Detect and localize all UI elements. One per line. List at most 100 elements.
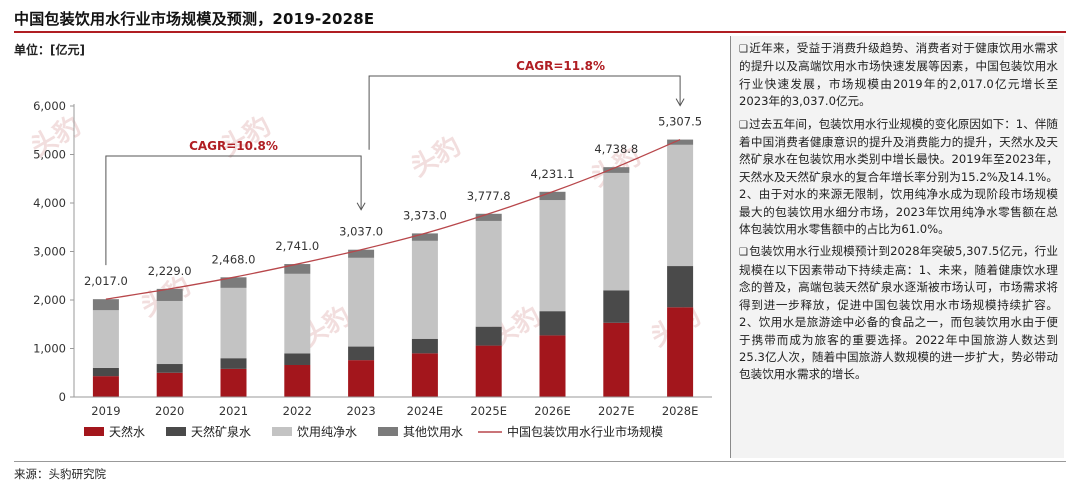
analysis-paragraph-2: ❑过去五年间，包装饮用水行业规模的变化原因如下：1、伴随着中国消费者健康意识的提… (739, 116, 1058, 237)
total-trend (105, 138, 681, 300)
y-tick-label: 1,000 (33, 342, 66, 356)
bar-natural-water (156, 372, 183, 397)
x-tick-label: 2024E (407, 404, 444, 418)
bar-natural-water (667, 307, 694, 397)
legend-natural-water-swatch (84, 427, 104, 436)
x-tick-label: 2026E (534, 404, 571, 418)
legend-other-water-swatch (378, 427, 398, 436)
cagr-bracket-2023-2028 (368, 75, 681, 150)
legend-total-market-label: 中国包装饮用水行业市场规模 (507, 424, 663, 439)
bar-natural-water (539, 335, 566, 397)
bar-natural-water (411, 353, 438, 397)
source-note: 来源：头豹研究院 (14, 467, 106, 481)
total-value-label: 2,229.0 (148, 264, 192, 278)
arrowhead-icon (356, 202, 366, 211)
total-value-label: 3,777.8 (467, 189, 511, 203)
bar-purified-water (220, 287, 247, 359)
bar-purified-water (667, 144, 694, 267)
bar-purified-water (348, 257, 375, 347)
cagr-annotations: CAGR=10.8% CAGR=11.8% (105, 59, 685, 266)
bullet-box-icon: ❑ (739, 44, 748, 55)
footer-divider (14, 461, 1066, 462)
bar-mineral-water (348, 346, 375, 361)
legend-purified-water-swatch (272, 427, 292, 436)
total-value-label: 3,373.0 (403, 208, 447, 222)
bar-purified-water (156, 300, 183, 365)
page-title: 中国包装饮用水行业市场规模及预测，2019-2028E (14, 10, 375, 28)
bullet-box-icon: ❑ (739, 119, 748, 131)
x-tick-label: 2019 (91, 404, 120, 418)
bar-mineral-water (411, 338, 438, 354)
title-divider (14, 31, 1066, 33)
analysis-paragraph-1: ❑近年来，受益于消费升级趋势、消费者对于健康饮用水需求的提升以及高端饮用水市场快… (739, 41, 1058, 109)
total-value-label: 4,738.8 (594, 142, 638, 156)
y-tick-label: 6,000 (33, 99, 66, 113)
bar-purified-water (411, 240, 438, 339)
arrowhead-icon (675, 98, 685, 107)
bar-other-water (92, 299, 119, 311)
bar-other-water (220, 277, 247, 288)
total-value-label: 2,741.0 (275, 239, 319, 253)
bar-mineral-water (92, 367, 119, 377)
bar-mineral-water (667, 266, 694, 308)
y-tick-label: 0 (59, 390, 66, 404)
bar-purified-water (539, 200, 566, 312)
bar-other-water (156, 288, 183, 301)
unit-label: 单位：[亿元] (14, 42, 85, 57)
bar-mineral-water (603, 290, 630, 323)
bar-natural-water (603, 322, 630, 397)
watermark-text: 头豹 (405, 130, 466, 183)
x-axis: 2019 2020 2021 2022 2023 2024E 2025E 2026E 2027E… (74, 396, 712, 418)
x-tick-label: 2022 (283, 404, 312, 418)
bar-natural-water (348, 360, 375, 397)
total-market-line (105, 138, 681, 300)
bar-purified-water (603, 172, 630, 291)
y-tick-label: 3,000 (33, 245, 66, 259)
bar-natural-water (92, 376, 119, 397)
legend-mineral-water-label: 天然矿泉水 (191, 424, 251, 439)
x-tick-label: 2028E (662, 404, 699, 418)
y-tick-label: 2,000 (33, 293, 66, 307)
cagr-label-2023-2028: CAGR=11.8% (516, 59, 605, 73)
bar-other-water (603, 167, 630, 173)
watermark-text: 头豹 (215, 110, 276, 163)
legend-other-water-label: 其他饮用水 (403, 425, 463, 439)
x-tick-label: 2023 (346, 404, 375, 418)
y-axis: 0 1,000 2,000 3,000 4,000 5,000 6,000 (33, 99, 75, 404)
bar-other-water (475, 213, 502, 221)
bullet-box-icon: ❑ (739, 247, 748, 259)
bar-mineral-water (539, 311, 566, 336)
bar-mineral-water (475, 326, 502, 346)
bar-mineral-water (220, 358, 247, 369)
bar-other-water (667, 139, 694, 145)
stacked-bars (92, 139, 694, 397)
bar-natural-water (220, 368, 247, 397)
bar-other-water (539, 191, 566, 201)
analysis-panel: ❑近年来，受益于消费升级趋势、消费者对于健康饮用水需求的提升以及高端饮用水市场快… (730, 36, 1064, 458)
cagr-bracket-2019-2023 (105, 155, 362, 266)
bar-natural-water (284, 364, 311, 397)
y-tick-label: 5,000 (33, 148, 66, 162)
bar-mineral-water (156, 364, 183, 373)
x-tick-label: 2021 (219, 404, 248, 418)
legend-mineral-water-swatch (166, 427, 186, 436)
bar-natural-water (475, 345, 502, 397)
total-value-label: 2,017.0 (84, 274, 128, 288)
bar-other-water (348, 249, 375, 258)
cagr-label-2019-2023: CAGR=10.8% (189, 139, 278, 153)
x-tick-label: 2025E (470, 404, 507, 418)
bar-purified-water (92, 310, 119, 368)
bar-other-water (411, 233, 438, 241)
y-tick-label: 4,000 (33, 196, 66, 210)
bar-other-water (284, 264, 311, 274)
x-tick-label: 2027E (598, 404, 635, 418)
analysis-paragraph-3: ❑包装饮用水行业规模预计到2028年突破5,307.5亿元，行业规模在以下因素带… (739, 244, 1058, 382)
total-value-labels: 2,017.0 2,229.0 2,468.0 2,741.0 3,037.0 3,373… (84, 115, 702, 289)
bar-purified-water (284, 273, 311, 354)
chart-legend: 天然水 天然矿泉水 饮用纯净水 其他饮用水 中国包装饮用水行业市场规模 (84, 424, 663, 439)
total-value-label: 5,307.5 (658, 115, 702, 129)
total-value-label: 3,037.0 (339, 225, 383, 239)
x-tick-label: 2020 (155, 404, 184, 418)
legend-natural-water-label: 天然水 (109, 424, 145, 439)
bar-mineral-water (284, 353, 311, 365)
